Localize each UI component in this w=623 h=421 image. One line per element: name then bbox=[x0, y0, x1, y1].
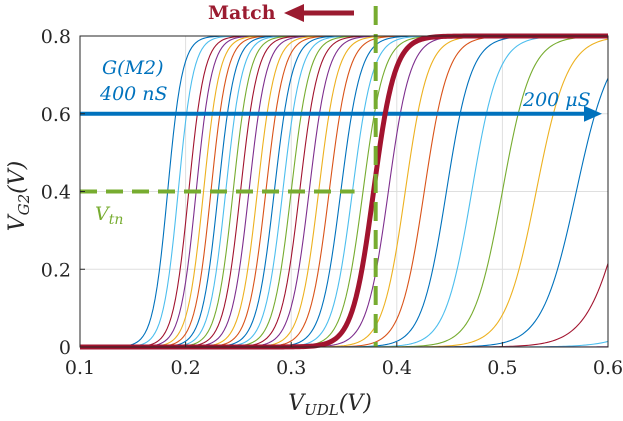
plot-area bbox=[79, 6, 609, 350]
x-tick-label: 0.2 bbox=[170, 357, 200, 379]
sweep-arrow-head bbox=[584, 105, 602, 122]
sweep-title: G(M2) bbox=[102, 57, 164, 79]
y-tick-label: 0.4 bbox=[41, 182, 71, 204]
x-tick-label: 0.3 bbox=[276, 357, 306, 379]
x-tick-label: 0.5 bbox=[487, 357, 517, 379]
match-label: Match bbox=[208, 2, 276, 24]
y-tick-label: 0.8 bbox=[41, 26, 71, 48]
x-tick-label: 0.4 bbox=[382, 357, 412, 379]
sweep-end-label: 200 μS bbox=[522, 89, 591, 111]
y-tick-label: 0.6 bbox=[41, 104, 71, 126]
y-axis-label: VG2(V) bbox=[5, 161, 33, 231]
x-tick-label: 0.6 bbox=[593, 357, 623, 379]
x-tick-label: 0.1 bbox=[65, 357, 95, 379]
sweep-start-label: 400 nS bbox=[99, 83, 168, 105]
y-tick-label: 0 bbox=[59, 337, 71, 359]
y-tick-label: 0.2 bbox=[41, 259, 71, 281]
match-arrow-head bbox=[284, 4, 304, 22]
ticks: 0.1 0.2 0.3 0.4 0.5 0.6 0 0.2 0.4 0.6 0.8 bbox=[41, 26, 623, 379]
